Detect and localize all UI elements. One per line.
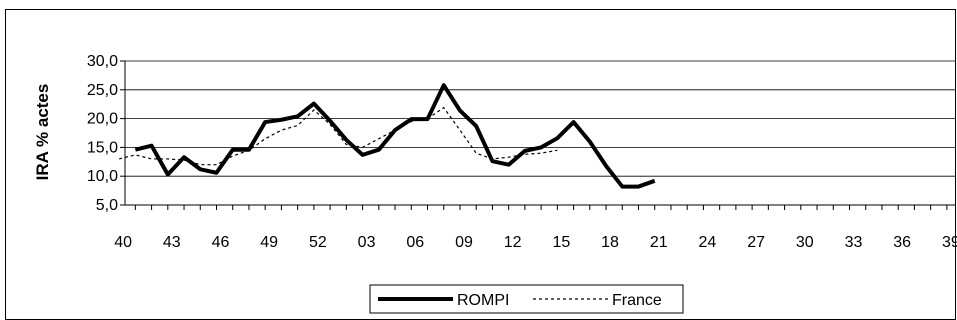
x-tick-label: 06 [406, 234, 424, 251]
y-tick-label: 5,0 [96, 197, 118, 214]
legend-label-rompi: ROMPI [457, 292, 509, 309]
tick-labels: 5,0 10,0 15,0 20,0 25,0 30,0 40 43 46 49 52 03 06 09 1… [87, 53, 957, 251]
x-tick-label: 30 [796, 234, 814, 251]
legend: ROMPI France [369, 284, 684, 314]
y-tick-label: 10,0 [87, 168, 118, 185]
legend-label-france: France [612, 292, 662, 309]
x-tick-label: 09 [455, 234, 473, 251]
x-tick-label: 40 [114, 234, 132, 251]
x-tick-label: 24 [699, 234, 717, 251]
x-tick-label: 27 [747, 234, 765, 251]
x-tick-label: 52 [309, 234, 327, 251]
x-tick-label: 15 [552, 234, 570, 251]
y-tick-label: 25,0 [87, 82, 118, 99]
x-tick-label: 12 [504, 234, 522, 251]
grid-lines [125, 60, 955, 206]
y-tick-label: 30,0 [87, 53, 118, 70]
x-tick-label: 49 [260, 234, 278, 251]
x-tick-label: 18 [601, 234, 619, 251]
x-tick-label: 33 [845, 234, 863, 251]
x-tick-label: 21 [650, 234, 668, 251]
y-axis-title: IRA % actes [33, 84, 52, 181]
x-tick-label: 46 [212, 234, 230, 251]
x-tick-label: 36 [893, 234, 911, 251]
y-tick-label: 20,0 [87, 111, 118, 128]
x-tick-label: 39 [942, 234, 957, 251]
x-tick-label: 43 [163, 234, 181, 251]
x-tick-label: 03 [358, 234, 376, 251]
series-lines [118, 83, 656, 189]
y-tick-label: 15,0 [87, 139, 118, 156]
axes [120, 60, 955, 210]
series-line-rompi [134, 83, 656, 189]
